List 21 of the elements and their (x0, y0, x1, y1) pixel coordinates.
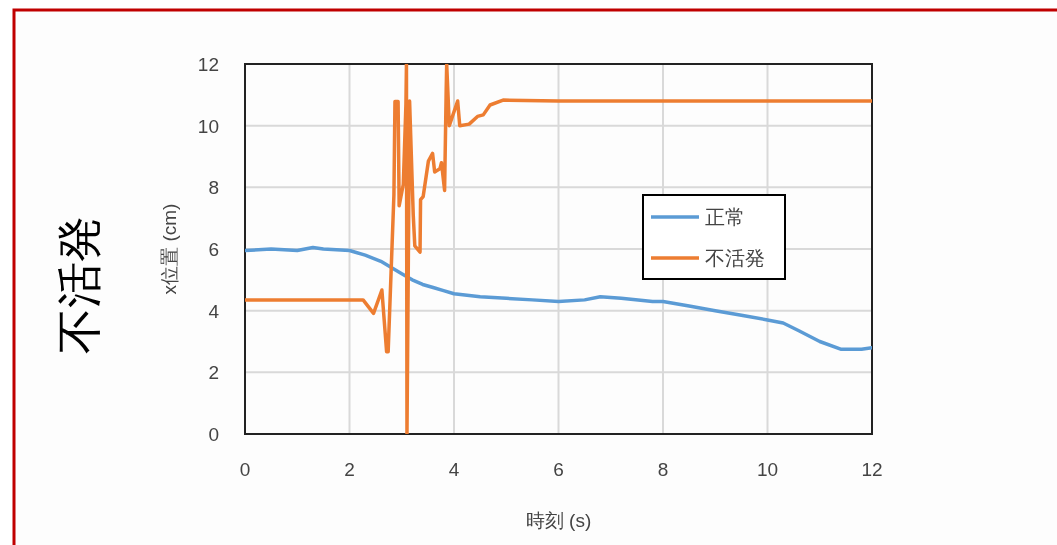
text: 不活発 (53, 216, 105, 354)
y-tick-label: 6 (208, 239, 219, 260)
x-tick-label: 10 (756, 459, 779, 480)
line-series (245, 245, 872, 351)
x-tick-label: 2 (344, 459, 355, 480)
x-tick-label: 6 (553, 459, 564, 480)
line-series (245, 64, 872, 434)
y-tick-label: 8 (208, 177, 219, 199)
x-tick-label: 12 (861, 459, 883, 480)
x-tick-label: 4 (448, 459, 460, 480)
y-tick-label: 4 (208, 300, 220, 322)
x-tick-label: 0 (239, 459, 251, 480)
y-tick-label: 12 (197, 54, 219, 75)
legend-label: 不活発 (705, 247, 765, 269)
legend-label: 正常 (705, 206, 745, 228)
y-axis-title: x位置 (cm) (159, 203, 180, 295)
x-tick-label: 8 (657, 459, 669, 480)
y-tick-label: 10 (197, 115, 219, 137)
x-axis-title: 時刻 (s) (525, 510, 592, 531)
y-tick-label: 2 (208, 362, 219, 384)
y-tick-label: 0 (208, 424, 219, 445)
